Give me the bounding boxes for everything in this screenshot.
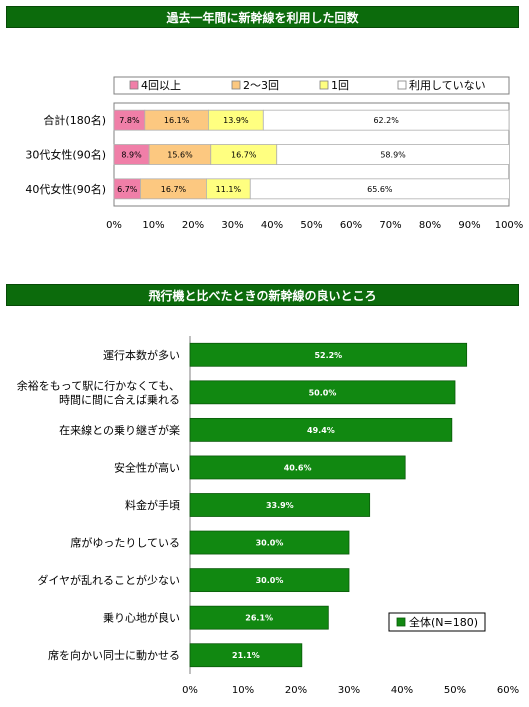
- legend-box: [388, 612, 486, 632]
- data-label-0-2: 13.9%: [223, 116, 249, 125]
- legend-label-3: 利用していない: [409, 79, 486, 92]
- bar-5: [189, 530, 350, 555]
- bar-segment-0-3: [262, 109, 510, 131]
- chart2-svg: 52.2% 運行本数が多い 50.0% 余裕をもって駅に行かなくても、時間に間に合えば…: [17, 336, 519, 696]
- x-tick-5: 50%: [300, 220, 322, 231]
- x-tick-0: 0%: [182, 685, 198, 696]
- bar-2: [189, 417, 453, 442]
- data-label-1-0: 8.9%: [121, 151, 142, 160]
- data-label-0: 52.2%: [314, 351, 342, 360]
- x-tick-1: 10%: [232, 685, 254, 696]
- bar-segment-1-3: [276, 144, 510, 165]
- category-label-0: 合計(180名): [43, 113, 106, 127]
- legend-label-2: 1回: [331, 79, 349, 92]
- x-tick-4: 40%: [261, 220, 283, 231]
- legend-swatch-1: [231, 80, 241, 90]
- legend-swatch-3: [397, 80, 407, 90]
- bar-3: [189, 455, 406, 480]
- chart1-title: 過去一年間に新幹線を利用した回数: [6, 6, 519, 28]
- category-label-1-line0: 余裕をもって駅に行かなくても、: [17, 378, 180, 392]
- bar-segment-2-3: [249, 178, 510, 200]
- x-tick-6: 60%: [340, 220, 362, 231]
- data-label-8: 21.1%: [232, 651, 260, 660]
- data-label-5: 30.0%: [256, 539, 284, 548]
- x-tick-10: 100%: [495, 220, 524, 231]
- legend-label-1: 2～3回: [243, 79, 279, 92]
- bar-0: [189, 342, 468, 367]
- x-tick-5: 50%: [444, 685, 466, 696]
- x-tick-1: 10%: [142, 220, 164, 231]
- category-label-4: 料金が手頃: [125, 498, 180, 512]
- legend-swatch: [396, 617, 406, 627]
- legend-swatch-0: [129, 80, 139, 90]
- bar-7: [189, 605, 329, 630]
- data-label-2-0: 6.7%: [117, 185, 138, 194]
- data-label-1: 50.0%: [309, 388, 337, 397]
- data-label-0-3: 62.2%: [373, 116, 399, 125]
- category-label-6: ダイヤが乱れることが少ない: [37, 573, 180, 587]
- category-label-7: 乗り心地が良い: [103, 611, 180, 625]
- data-label-4: 33.9%: [266, 501, 294, 510]
- data-label-1-2: 16.7%: [231, 151, 257, 160]
- x-tick-8: 80%: [419, 220, 441, 231]
- data-label-1-1: 15.6%: [167, 151, 193, 160]
- data-label-3: 40.6%: [284, 463, 312, 472]
- legend-label-0: 4回以上: [141, 79, 181, 92]
- data-label-0-1: 16.1%: [164, 116, 190, 125]
- x-tick-3: 30%: [221, 220, 243, 231]
- x-tick-9: 90%: [458, 220, 480, 231]
- x-tick-6: 60%: [497, 685, 519, 696]
- bar-4: [189, 493, 371, 517]
- data-label-2-2: 11.1%: [216, 185, 242, 194]
- bar-8: [189, 643, 303, 668]
- x-tick-3: 30%: [338, 685, 360, 696]
- category-label-2: 在来線との乗り継ぎが楽: [59, 423, 180, 437]
- legend-box: [113, 76, 510, 95]
- data-label-2: 49.4%: [307, 426, 335, 435]
- data-label-6: 30.0%: [256, 576, 284, 585]
- chart2-title: 飛行機と比べたときの新幹線の良いところ: [6, 284, 519, 306]
- category-label-1-line1: 時間に間に合えば乗れる: [59, 392, 180, 406]
- category-label-2: 40代女性(90名): [25, 182, 106, 196]
- x-tick-4: 40%: [391, 685, 413, 696]
- x-tick-2: 20%: [285, 685, 307, 696]
- category-label-8: 席を向かい同士に動かせる: [48, 648, 180, 662]
- bar-6: [189, 568, 350, 593]
- data-label-7: 26.1%: [245, 614, 273, 623]
- legend-label: 全体(N=180): [409, 615, 478, 629]
- x-tick-0: 0%: [106, 220, 122, 231]
- category-label-1: 30代女性(90名): [25, 148, 106, 162]
- category-label-0: 運行本数が多い: [103, 348, 180, 362]
- data-label-0-0: 7.8%: [119, 116, 140, 125]
- legend-swatch-2: [319, 80, 329, 90]
- x-tick-2: 20%: [182, 220, 204, 231]
- category-label-3: 安全性が高い: [114, 460, 180, 474]
- category-label-5: 席がゆったりしている: [70, 536, 180, 550]
- data-label-2-1: 16.7%: [161, 185, 187, 194]
- bar-1: [189, 380, 456, 405]
- data-label-1-3: 58.9%: [380, 151, 406, 160]
- data-label-2-3: 65.6%: [367, 185, 393, 194]
- x-tick-7: 70%: [379, 220, 401, 231]
